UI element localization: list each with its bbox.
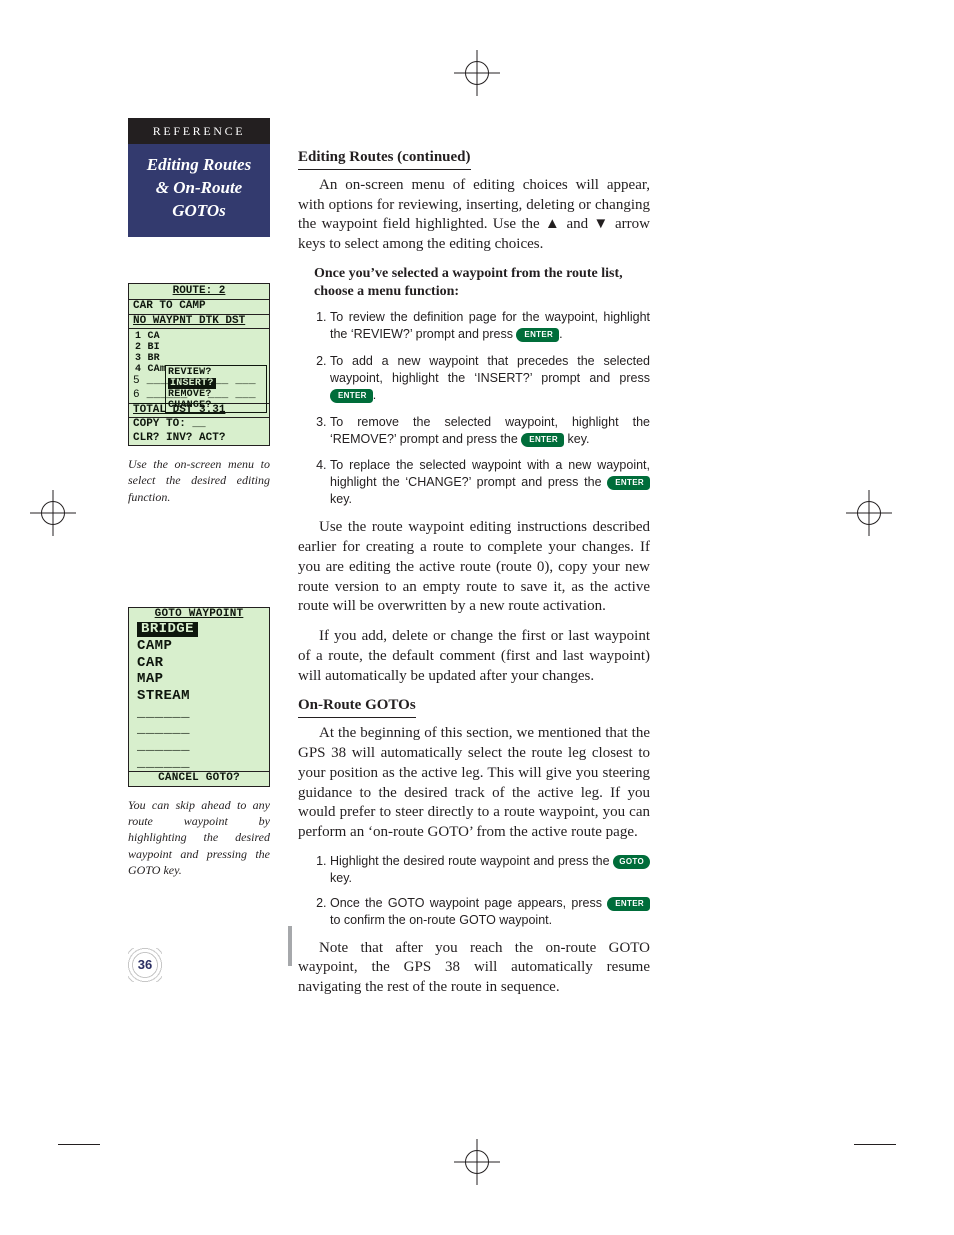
steps-list-goto: Highlight the desired route waypoint and… xyxy=(314,853,650,929)
step-item: Once the GOTO waypoint page appears, pre… xyxy=(330,895,650,929)
lcd1-title: ROUTE: 2 xyxy=(129,284,269,301)
lcd-route-edit-menu: ROUTE: 2 CAR TO CAMP NO WAYPNT DTK DST 1… xyxy=(128,283,270,446)
body-paragraph: An on-screen menu of editing choices wil… xyxy=(298,176,650,255)
steps-list-edit: To review the definition page for the wa… xyxy=(314,309,650,508)
subject-title: Editing Routes& On-RouteGOTOs xyxy=(128,144,270,237)
lcd2-item: MAP xyxy=(129,671,269,688)
lcd2-item: ______ xyxy=(129,755,269,772)
caption-lcd2: You can skip ahead to any route waypoint… xyxy=(128,797,270,878)
lcd2-item: CAMP xyxy=(129,638,269,655)
crop-tick xyxy=(854,1144,896,1145)
lcd2-footer: CANCEL GOTO? xyxy=(129,771,269,786)
lead-in: Once you’ve selected a waypoint from the… xyxy=(314,265,650,301)
lcd2-item: STREAM xyxy=(129,688,269,705)
lcd2-item: BRIDGE xyxy=(129,621,269,638)
lcd2-header: GOTO WAYPOINT xyxy=(129,608,269,622)
lcd1-subtitle: CAR TO CAMP xyxy=(129,300,269,315)
lcd1-menu: REVIEW?INSERT?REMOVE?CHANGE? xyxy=(165,365,267,413)
crop-mark-left xyxy=(30,490,76,536)
body-paragraph: Use the route waypoint editing instructi… xyxy=(298,518,650,617)
goto-keycap-icon: GOTO xyxy=(613,855,650,869)
gutter-bar xyxy=(288,926,292,966)
lcd2-item: ______ xyxy=(129,738,269,755)
lcd1-left-rows: 1 CA 2 BI 3 BR 4 CAm xyxy=(131,329,170,377)
step-item: To add a new waypoint that precedes the … xyxy=(330,353,650,404)
caption-lcd1: Use the on-screen menu to select the des… xyxy=(128,456,270,505)
lcd1-col-header: NO WAYPNT DTK DST xyxy=(129,315,269,330)
body-paragraph: At the beginning of this section, we men… xyxy=(298,724,650,843)
body-paragraph: If you add, delete or change the first o… xyxy=(298,627,650,686)
enter-keycap-icon: ENTER xyxy=(607,897,650,911)
reference-label: REFERENCE xyxy=(128,118,270,144)
lcd-goto-waypoint: GOTO WAYPOINT BRIDGECAMPCARMAPSTREAM____… xyxy=(128,607,270,787)
body-paragraph: Note that after you reach the on-route G… xyxy=(298,939,650,998)
crop-tick xyxy=(58,1144,100,1145)
lcd2-item: ______ xyxy=(129,721,269,738)
lcd2-item: ______ xyxy=(129,705,269,722)
enter-keycap-icon: ENTER xyxy=(607,476,650,490)
step-item: To review the definition page for the wa… xyxy=(330,309,650,343)
section-heading-editing-routes: Editing Routes (continued) xyxy=(298,148,471,170)
step-item: To replace the selected waypoint with a … xyxy=(330,457,650,508)
page-number: 36 xyxy=(128,948,162,982)
crop-mark-bottom xyxy=(454,1139,500,1185)
step-item: Highlight the desired route waypoint and… xyxy=(330,853,650,887)
enter-keycap-icon: ENTER xyxy=(330,389,373,403)
enter-keycap-icon: ENTER xyxy=(521,433,564,447)
crop-mark-right xyxy=(846,490,892,536)
crop-mark-top xyxy=(454,50,500,96)
step-item: To remove the selected waypoint, highlig… xyxy=(330,414,650,448)
lcd2-item: CAR xyxy=(129,655,269,672)
section-heading-on-route-gotos: On-Route GOTOs xyxy=(298,696,416,718)
enter-keycap-icon: ENTER xyxy=(516,328,559,342)
